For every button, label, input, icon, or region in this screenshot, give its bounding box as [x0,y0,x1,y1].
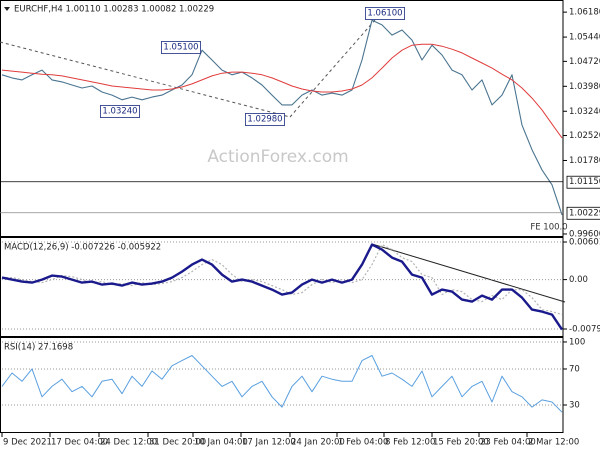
series-line [1,43,563,139]
y-tick-label: 0.99600 [569,229,600,239]
watermark: ActionForex.com [207,147,348,167]
x-tick-label: 24 Jan 20:00 [291,438,345,448]
y-tick-label: 30 [569,400,580,410]
x-tick-label: 17 Dec 04:00 [51,438,108,448]
series-line [1,243,563,331]
y-tick-label: 0.00 [569,275,588,285]
panel-title: EURCHF,H4 1.00110 1.00283 1.00082 1.0022… [14,5,214,15]
price-annotation: 1.03240 [102,107,137,117]
y-tick-label: 1.03240 [569,107,600,117]
price-level-label: 1.01150 [569,177,600,187]
series-line [1,19,563,215]
x-tick-label: 9 Dec 2021 [3,438,52,448]
dashed-trendline [0,41,291,118]
x-tick-label: 23 Feb 04:00 [480,438,536,448]
label-box [161,41,201,54]
y-tick-label: 1.06180 [569,8,600,18]
label-box [100,105,140,118]
y-tick-label: 100 [569,337,585,347]
panel-title: MACD(12,26,9) -0.007226 -0.005922 [4,243,161,253]
price-panel-frame [0,0,564,237]
label-box [245,113,285,126]
label-box [365,7,405,20]
x-tick-label: 31 Dec 20:00 [149,438,206,448]
panel-title: RSI(14) 27.1698 [4,343,73,353]
rsi-panel-frame [0,337,564,433]
x-tick-label: 8 Feb 12:00 [385,438,435,448]
price-level-label: 1.00229 [569,208,600,218]
x-tick-label: 15 Feb 20:00 [433,438,489,448]
series-line [1,355,563,413]
y-tick-label: 70 [569,364,580,374]
macd-panel-frame [0,237,564,337]
price-annotation: 1.05100 [163,43,198,53]
label-box [566,175,600,189]
symbol-menu-icon [4,7,10,11]
price-annotation: FE 100.0 [530,223,567,233]
x-tick-label: 1 Feb 04:00 [338,438,388,448]
y-tick-label: 1.03980 [569,82,600,92]
x-tick-label: 17 Jan 12:00 [242,438,296,448]
trend-lines [0,19,566,303]
price-annotation: 1.02980 [247,115,282,125]
price-annotation: 1.06100 [367,9,402,19]
y-tick-label: -0.007911 [569,325,600,335]
x-tick-label: 10 Jan 04:00 [194,438,248,448]
y-tick-label: 1.05440 [569,33,600,43]
y-tick-label: 1.02520 [569,131,600,141]
macd-trendline [371,243,566,303]
x-tick-label: 24 Dec 12:00 [100,438,157,448]
y-tick-label: 0.006017 [569,238,600,248]
y-tick-label: 1.04720 [569,57,600,67]
label-box [566,206,600,220]
panel-frames [0,0,564,433]
x-tick-label: 2 Mar 12:00 [528,438,579,448]
